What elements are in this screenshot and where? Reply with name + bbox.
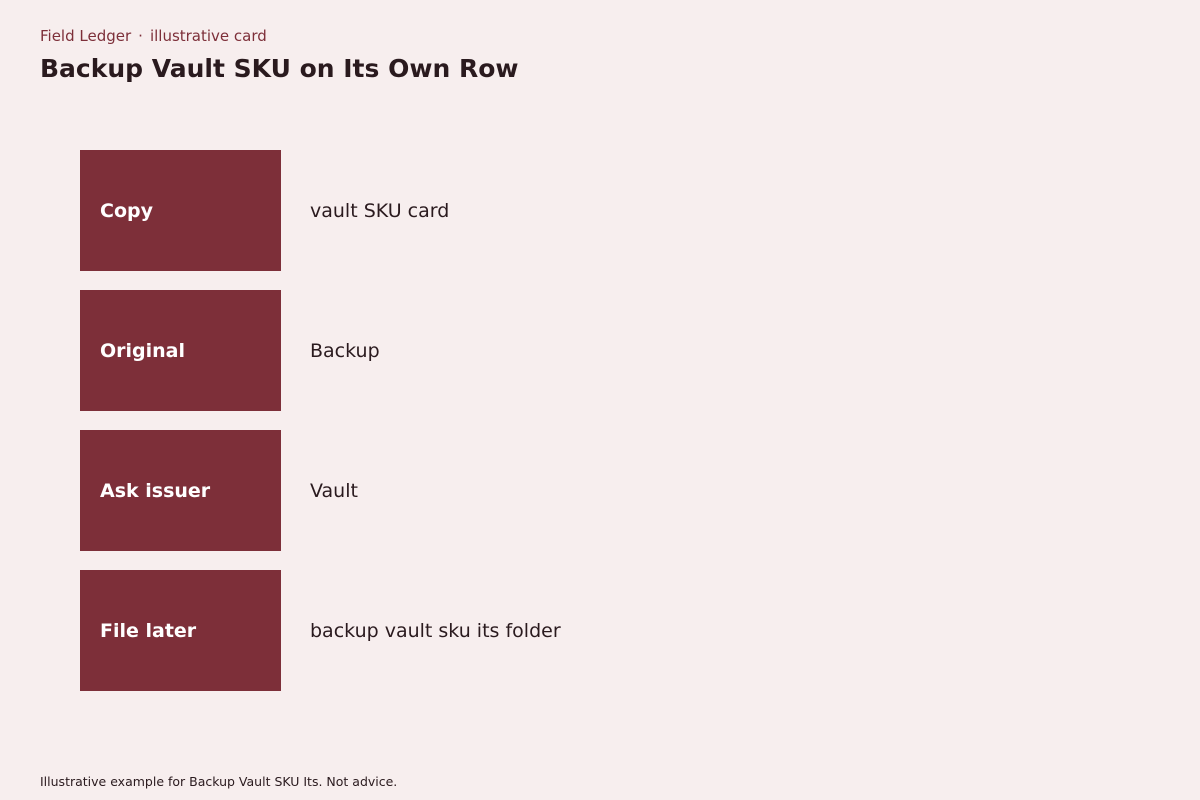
breadcrumb-separator: · xyxy=(138,27,143,45)
row-value: vault SKU card xyxy=(310,199,450,222)
footer-note: Illustrative example for Backup Vault SK… xyxy=(40,774,398,789)
breadcrumb-brand: Field Ledger xyxy=(40,27,132,45)
row-value: Vault xyxy=(310,479,358,502)
row-tile: File later xyxy=(80,570,281,691)
row-ask-issuer: Ask issuer Vault xyxy=(80,430,780,551)
row-original: Original Backup xyxy=(80,290,780,411)
row-copy: Copy vault SKU card xyxy=(80,150,780,271)
breadcrumb: Field Ledger · illustrative card xyxy=(40,27,267,45)
row-tile: Original xyxy=(80,290,281,411)
row-value: Backup xyxy=(310,339,380,362)
row-label: File later xyxy=(100,619,197,642)
row-tile: Copy xyxy=(80,150,281,271)
row-label: Copy xyxy=(100,199,153,222)
row-label: Ask issuer xyxy=(100,479,211,502)
row-tile: Ask issuer xyxy=(80,430,281,551)
page-title: Backup Vault SKU on Its Own Row xyxy=(40,54,519,83)
row-label: Original xyxy=(100,339,186,362)
row-value: backup vault sku its folder xyxy=(310,619,561,642)
breadcrumb-kind: illustrative card xyxy=(149,27,267,45)
row-file-later: File later backup vault sku its folder xyxy=(80,570,780,691)
